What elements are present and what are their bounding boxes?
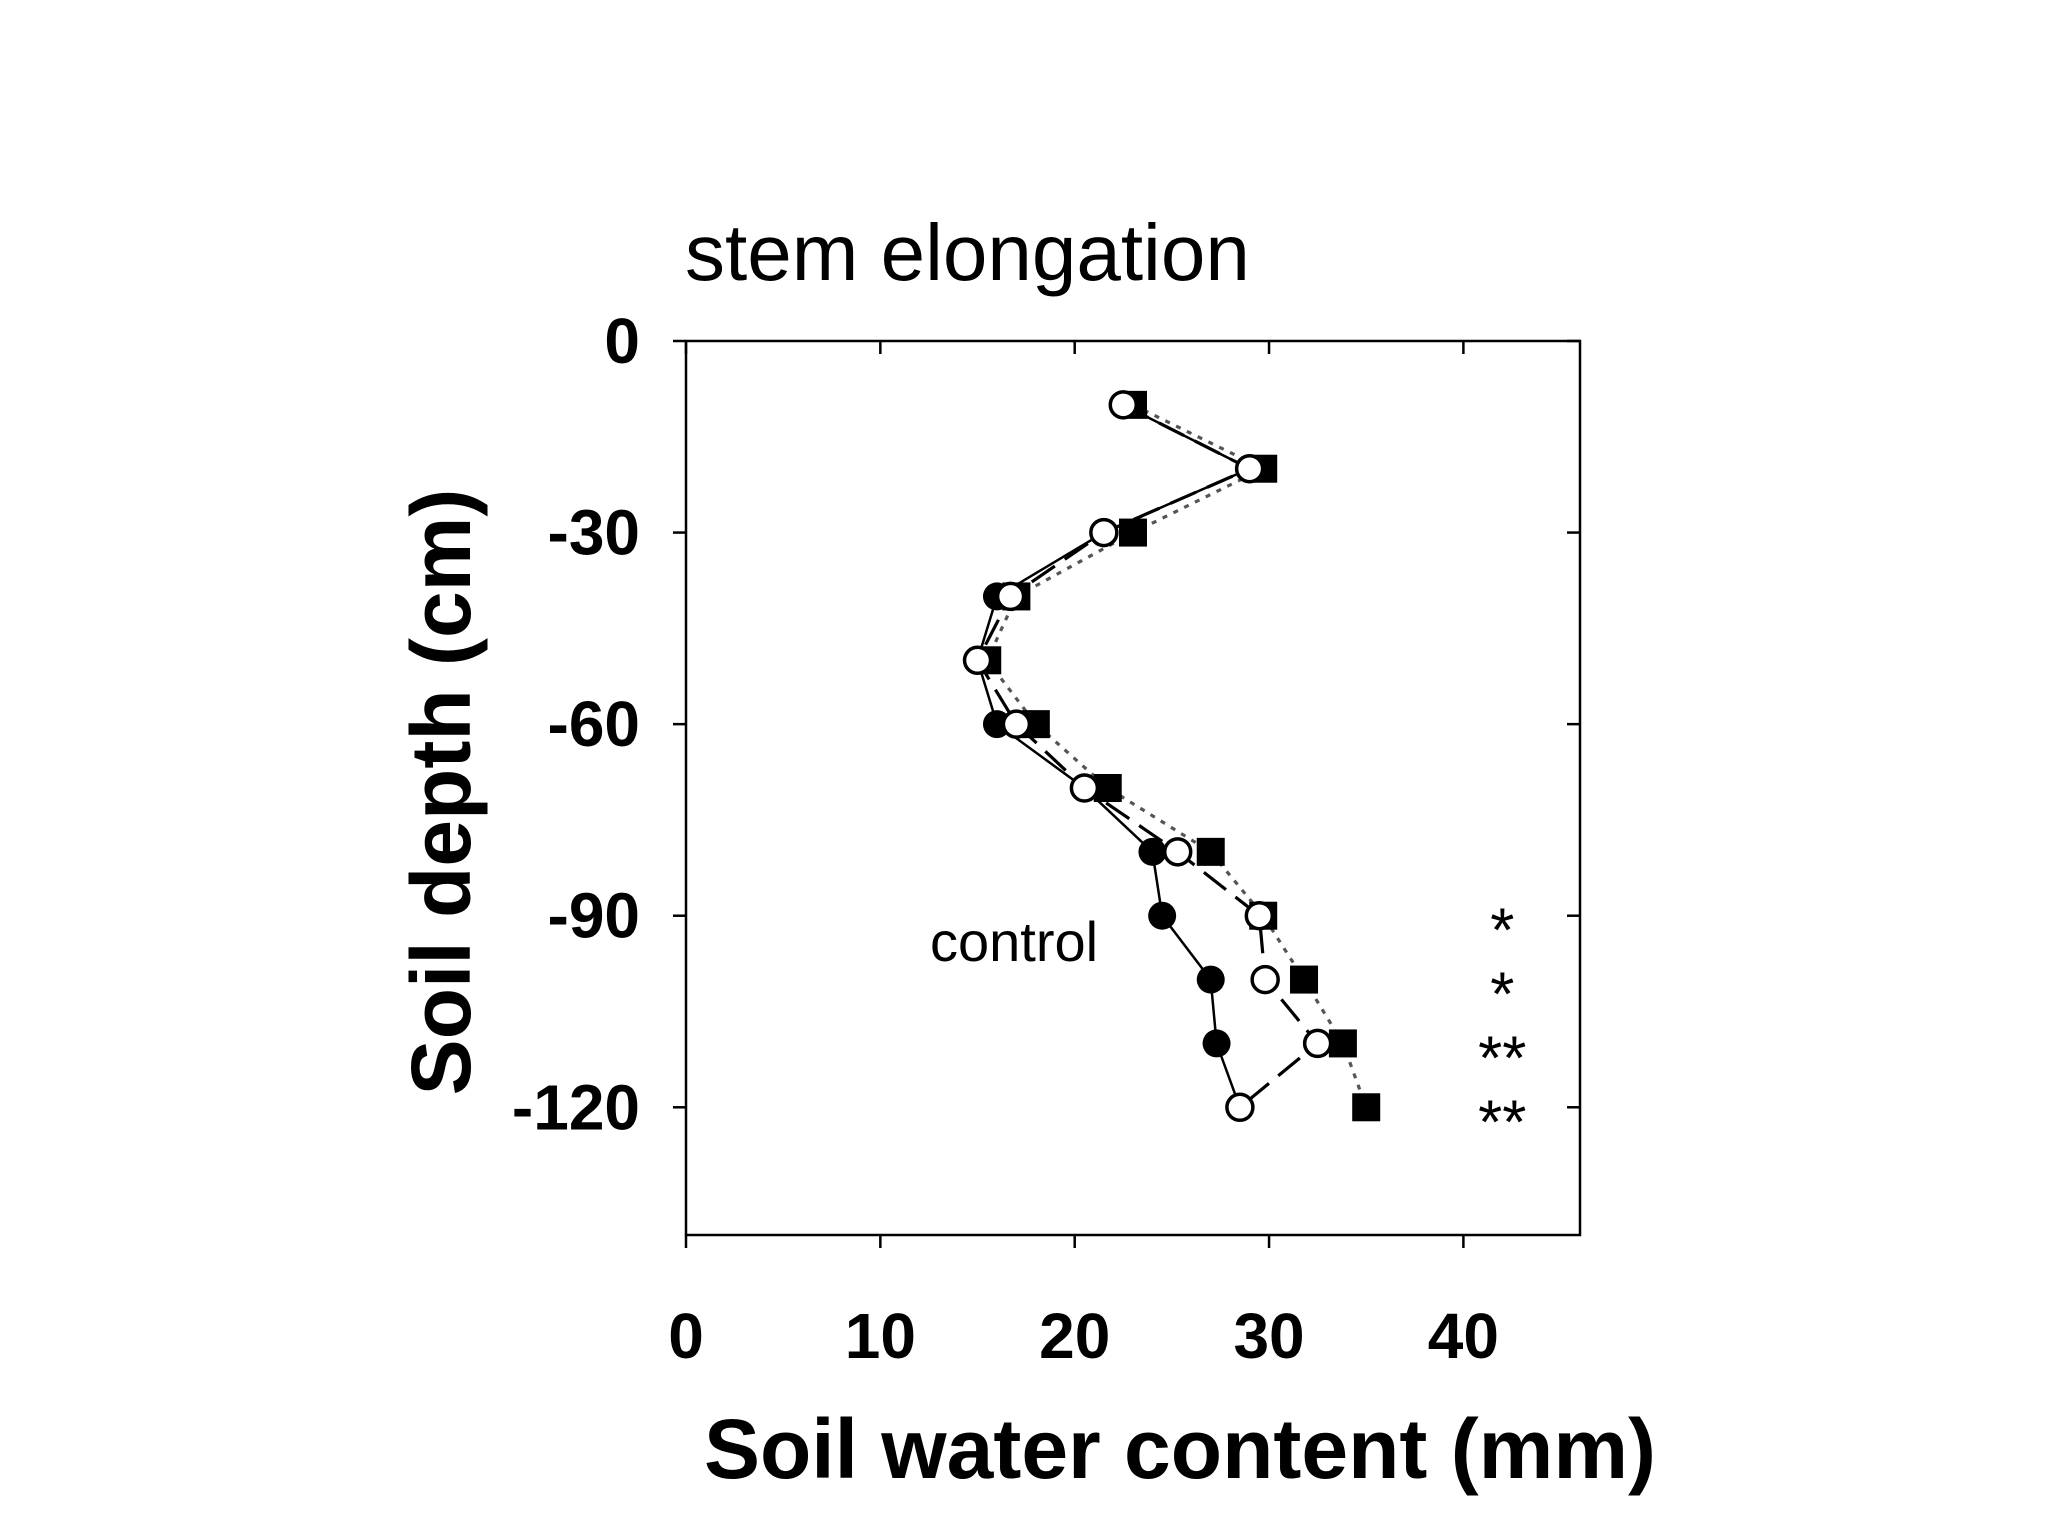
y-tick-label: 0 [604, 305, 640, 377]
data-point-open-circle [1108, 390, 1139, 420]
significance-mark: * [1490, 961, 1514, 1030]
x-tick-label: 10 [845, 1300, 916, 1372]
data-point-square [1328, 1029, 1357, 1058]
significance-mark: ** [1478, 1088, 1526, 1157]
series-markers [962, 390, 1381, 1123]
data-point-filled-circle [1148, 901, 1177, 930]
data-point-open-circle [1089, 517, 1119, 548]
data-point-open-circle [1244, 900, 1275, 931]
data-point-open-circle [1225, 1092, 1255, 1123]
x-tick-label: 20 [1039, 1300, 1110, 1372]
y-tick-label: -90 [548, 880, 641, 952]
control-annotation: control [930, 910, 1098, 973]
series-line-filled-square [985, 403, 1368, 1108]
data-point-open-circle [962, 645, 993, 676]
y-tick-label: -60 [548, 688, 641, 760]
data-point-square [1352, 1093, 1381, 1122]
data-point-square [1119, 518, 1147, 547]
data-point-filled-circle [1202, 1029, 1231, 1058]
data-point-open-circle [1302, 1028, 1333, 1059]
series-line-open-circle [975, 403, 1320, 1109]
data-point-open-circle [1234, 453, 1265, 484]
series-lines [975, 403, 1368, 1109]
series-line-filled-circle [976, 403, 1253, 1108]
y-axis-label: Soil depth (cm) [394, 489, 488, 1096]
data-point-open-circle [1162, 837, 1193, 867]
significance-mark: * [1490, 897, 1514, 966]
data-point-filled-circle [1196, 965, 1225, 994]
data-point-open-circle [1250, 964, 1280, 995]
x-axis-label: Soil water content (mm) [704, 1402, 1656, 1496]
chart-title: stem elongation [685, 208, 1250, 297]
axis-ticks: 0 10 20 30 40 0 -30 -60 -90 -120 [512, 305, 1580, 1372]
data-point-square [1196, 837, 1225, 866]
y-tick-label: -120 [512, 1071, 640, 1143]
data-point-open-circle [1069, 773, 1100, 803]
data-point-open-circle [1001, 709, 1032, 739]
plot-frame [684, 339, 1582, 1237]
x-tick-label: 40 [1428, 1300, 1499, 1372]
significance-mark: ** [1478, 1024, 1526, 1093]
significance-marks: ****** [1478, 897, 1526, 1158]
data-point-square [1290, 965, 1319, 994]
data-point-filled-circle [1138, 837, 1167, 866]
y-tick-label: -30 [548, 497, 641, 569]
data-point-open-circle [995, 581, 1026, 612]
x-tick-label: 0 [668, 1300, 704, 1372]
x-tick-label: 30 [1233, 1300, 1304, 1372]
